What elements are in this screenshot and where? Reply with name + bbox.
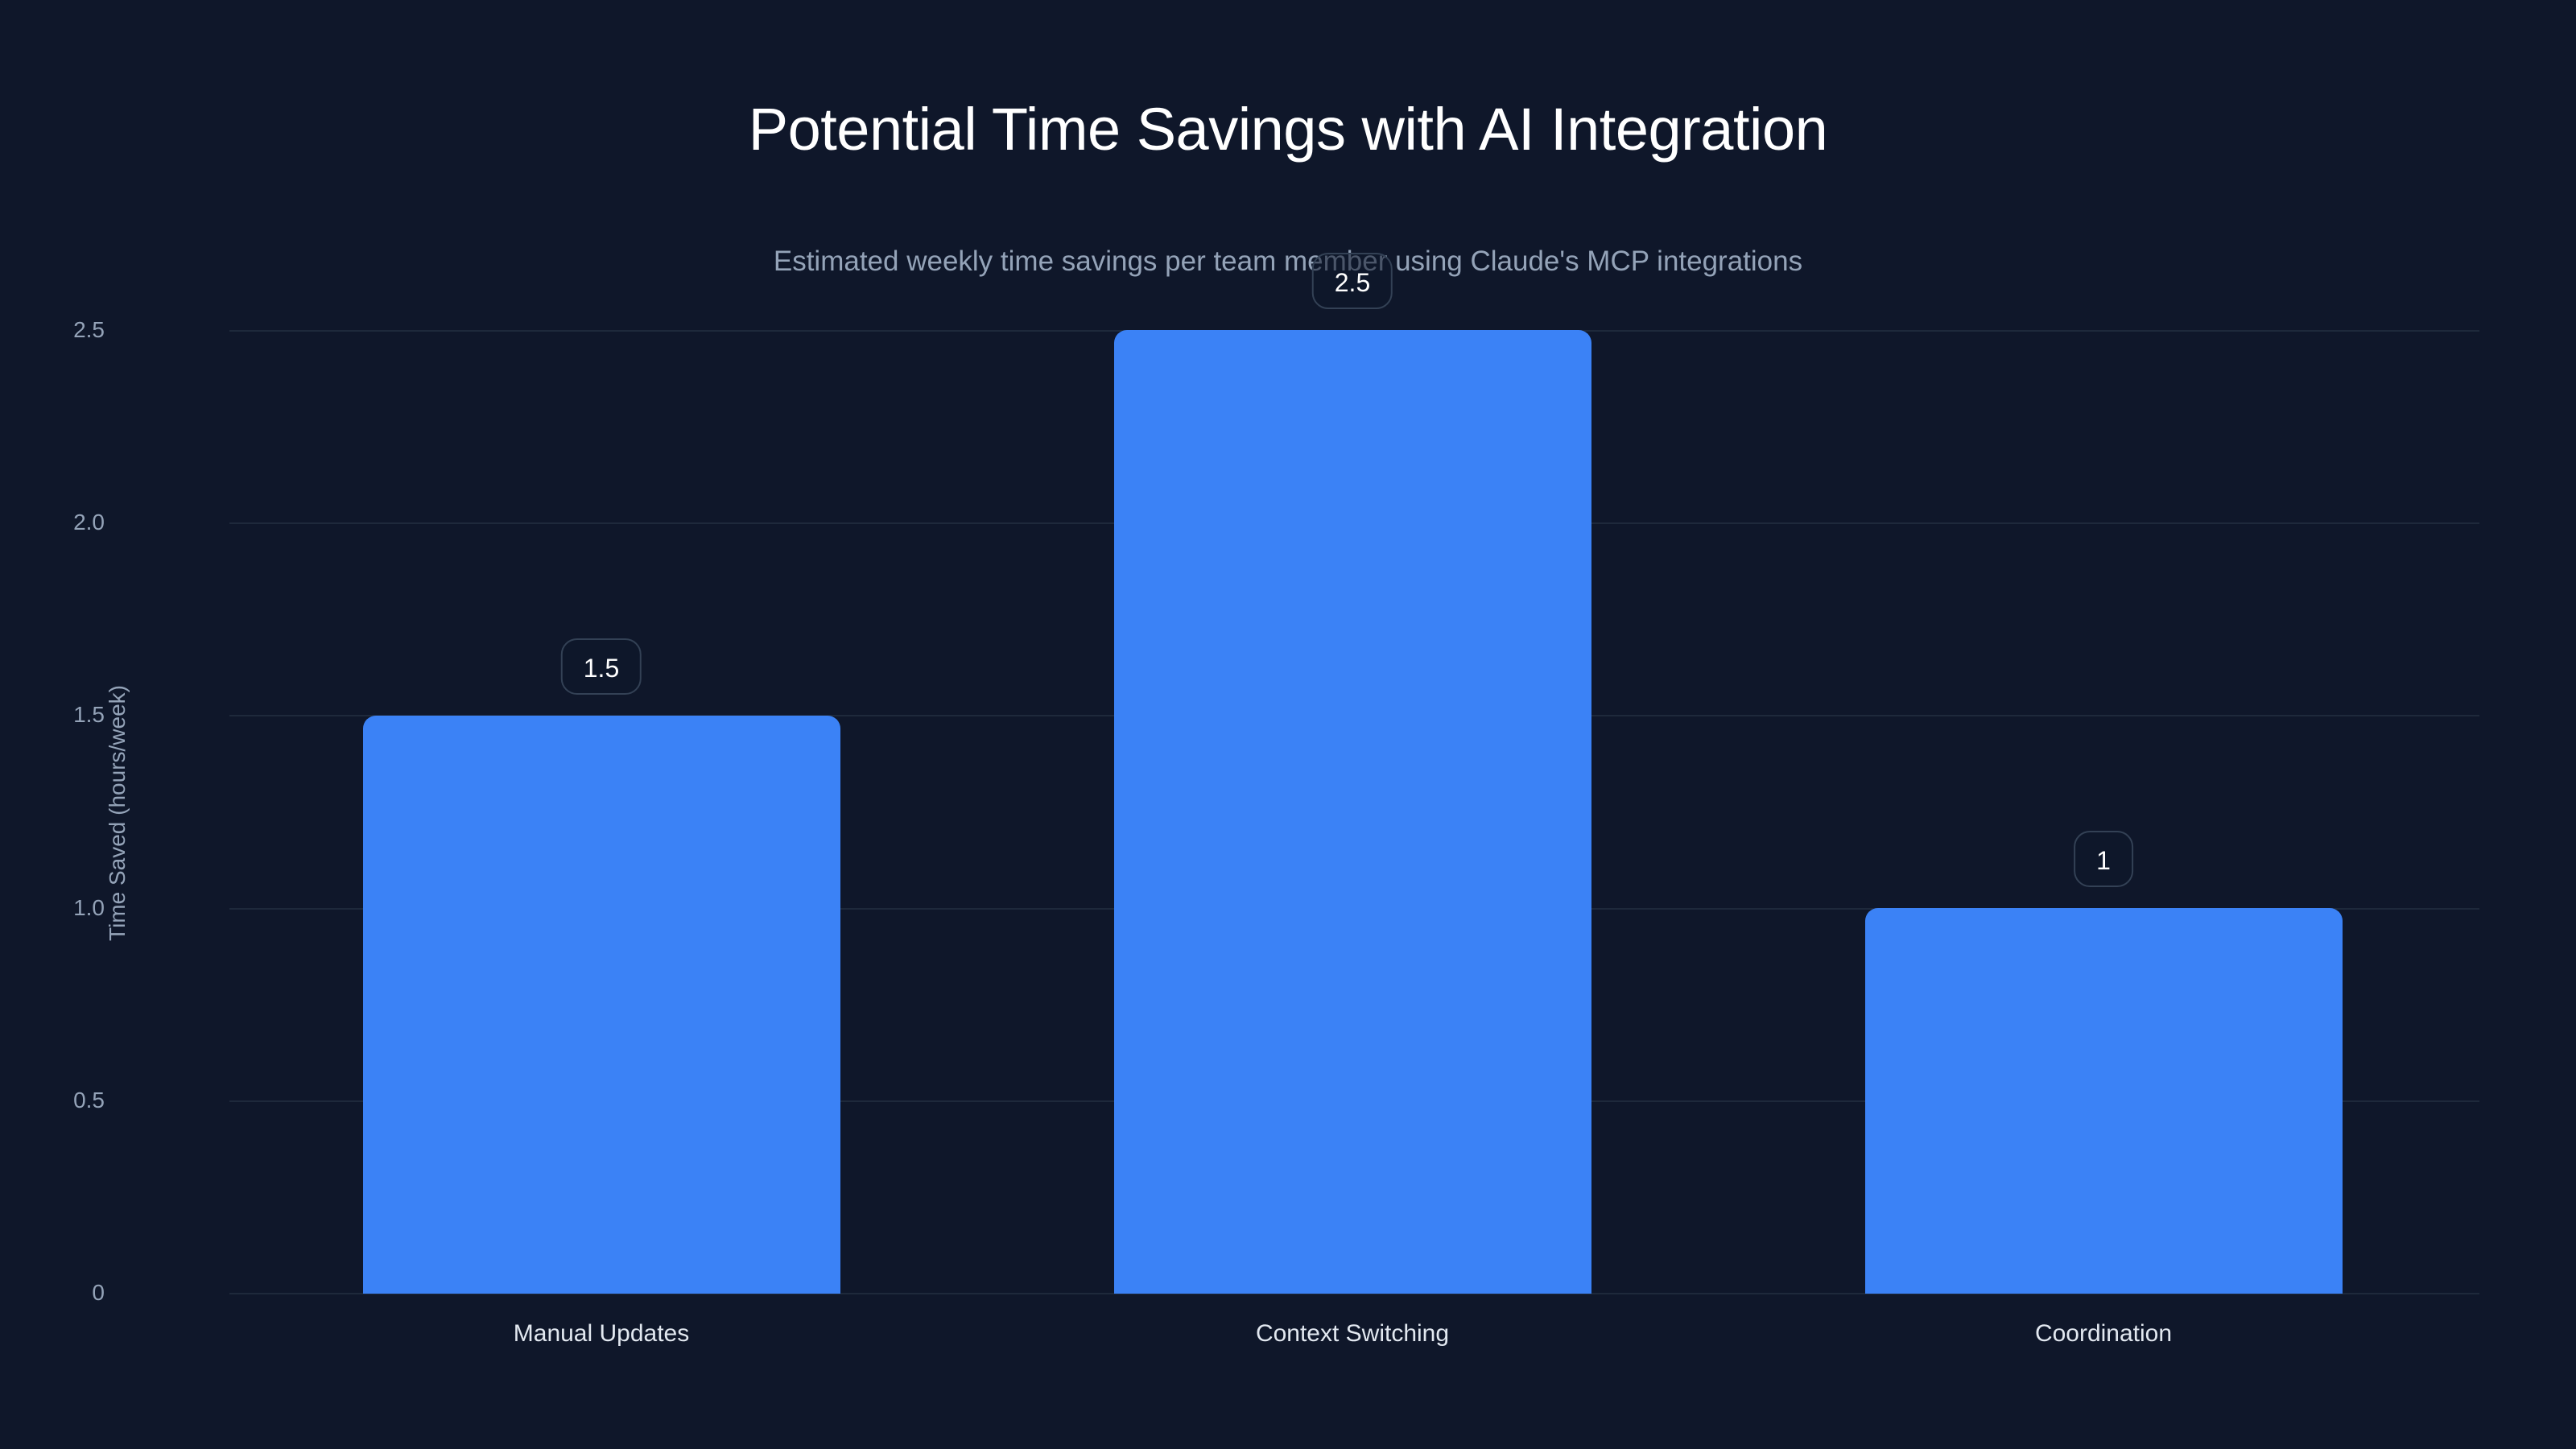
y-tick-0-5: 0.5 <box>73 1088 105 1113</box>
value-label-coordination: 1 <box>2074 831 2133 888</box>
y-tick-0: 0 <box>92 1280 105 1305</box>
value-label-manual-updates: 1.5 <box>560 638 642 695</box>
bar-coordination[interactable] <box>1865 908 2343 1294</box>
value-label-context-switching: 2.5 <box>1311 253 1393 309</box>
y-tick-1-0: 1.0 <box>73 895 105 920</box>
y-tick-2-0: 2.0 <box>73 510 105 535</box>
bar-context-switching[interactable] <box>1114 330 1591 1294</box>
y-tick-1-5: 1.5 <box>73 702 105 727</box>
x-tick-context-switching: Context Switching <box>1255 1320 1450 1347</box>
plot-area: 2.5 2.0 1.5 1.0 0.5 0 1.5 2.5 1 <box>73 253 2479 1305</box>
bar-manual-updates[interactable] <box>363 715 840 1294</box>
x-tick-manual-updates: Manual Updates <box>513 1320 690 1347</box>
x-tick-coordination: Coordination <box>2034 1320 2173 1347</box>
gridline-0 <box>229 1293 2479 1294</box>
y-tick-2-5: 2.5 <box>73 317 105 342</box>
y-axis-label: Time Saved (hours/week) <box>105 685 130 941</box>
chart-title: Potential Time Savings with AI Integrati… <box>748 96 1828 163</box>
chart-subtitle: Estimated weekly time savings per team m… <box>773 246 1803 277</box>
